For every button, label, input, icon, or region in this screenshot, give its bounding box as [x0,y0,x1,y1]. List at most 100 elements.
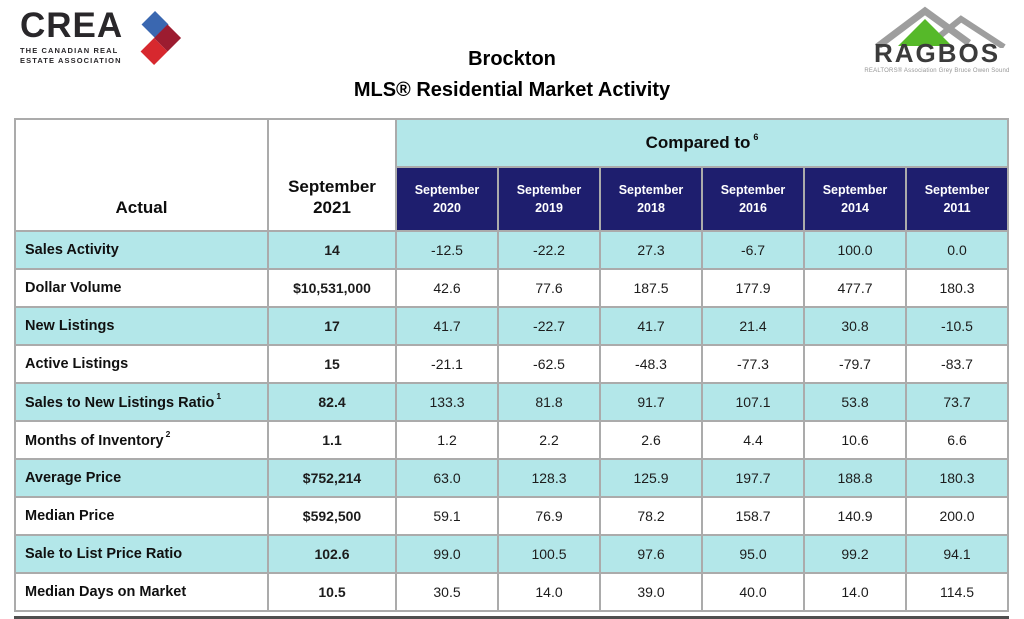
table-row: Sale to List Price Ratio 102.6 99.0 100.5 97… [14,534,1009,574]
title-subject: MLS® Residential Market Activity [353,79,671,101]
comparison-value: 2.6 [599,420,703,460]
comparison-value: 53.8 [803,382,907,422]
market-activity-table: Actual September 2021 Compared to 6 Septe… [14,118,1009,612]
comparison-value: 187.5 [599,268,703,308]
crea-diamonds-icon [140,11,182,66]
comparison-value: 107.1 [701,382,805,422]
compared-to-footnote: 6 [753,132,759,143]
comparison-value: 180.3 [905,458,1009,498]
actual-value: $592,500 [267,496,397,536]
comparison-value: 6.6 [905,420,1009,460]
comparison-value: 177.9 [701,268,805,308]
row-label: Sales to New Listings Ratio 1 [14,382,269,422]
comparison-value: 4.4 [701,420,805,460]
table-row: Average Price $752,214 63.0 128.3 125.9 197.7… [14,458,1009,498]
table-row: Median Days on Market 10.5 30.5 14.0 39.0 40.… [14,572,1009,612]
table-row: Active Listings 15 -21.1 -62.5 -48.3 -77.3 -79… [14,344,1009,384]
comparison-value: 41.7 [395,306,499,346]
comparison-value: 100.5 [497,534,601,574]
row-label: Median Price [14,496,269,536]
row-label: Months of Inventory 2 [14,420,269,460]
comparison-value: 63.0 [395,458,499,498]
comparison-value: 95.0 [701,534,805,574]
comparison-value: 128.3 [497,458,601,498]
comparison-value: 180.3 [905,268,1009,308]
comparison-value: 30.5 [395,572,499,612]
comparison-value: 91.7 [599,382,703,422]
comparison-value: 0.0 [905,230,1009,270]
actual-value: 82.4 [267,382,397,422]
comparison-column-header: September 2018 [599,166,703,232]
table-body: Sales Activity 14 -12.5 -22.2 27.3 -6.7 100.0 0… [14,230,1009,612]
year-header-row: September 2020 September 2019 September 2018 S… [15,166,1009,232]
actual-column-header: Actual [14,118,269,232]
bottom-rule [14,616,1009,619]
crea-logo: CREA THE CANADIAN REAL ESTATE ASSOCIATIO… [20,8,183,69]
comparison-value: 97.6 [599,534,703,574]
comparison-column-header: September 2020 [395,166,499,232]
comparison-value: 14.0 [803,572,907,612]
row-label: Sale to List Price Ratio [14,534,269,574]
comparison-value: 188.8 [803,458,907,498]
row-label: Dollar Volume [14,268,269,308]
comparison-value: 42.6 [395,268,499,308]
comparison-value: -22.2 [497,230,601,270]
compared-to-label: Compared to [645,133,751,152]
ragbos-wordmark: RAGBOS [873,38,1001,68]
comparison-value: 78.2 [599,496,703,536]
row-label: Average Price [14,458,269,498]
crea-subtitle: THE CANADIAN REAL ESTATE ASSOCIATION [20,46,123,66]
row-label-footnote: 1 [216,391,222,402]
ragbos-tagline: REALTORS® Association Grey Bruce Owen So… [864,68,1010,75]
actual-value: 102.6 [267,534,397,574]
table-row: Median Price $592,500 59.1 76.9 78.2 158.7 140… [14,496,1009,536]
table-row: Sales to New Listings Ratio 1 82.4 133.3 81.… [14,382,1009,422]
comparison-value: 158.7 [701,496,805,536]
comparison-value: 59.1 [395,496,499,536]
row-label: New Listings [14,306,269,346]
current-period-header: September 2021 [267,118,397,232]
header-row-top: Actual September 2021 Compared to 6 [14,118,1009,232]
row-label: Active Listings [14,344,269,384]
comparison-value: -83.7 [905,344,1009,384]
comparison-value: 76.9 [497,496,601,536]
crea-text-block: CREA THE CANADIAN REAL ESTATE ASSOCIATIO… [20,8,123,66]
comparison-value: -12.5 [395,230,499,270]
ragbos-logo: RAGBOS REALTORS® Association Grey Bruce … [862,6,1012,74]
comparison-value: 14.0 [497,572,601,612]
comparison-value: -10.5 [905,306,1009,346]
crea-subtitle-line2: ESTATE ASSOCIATION [20,56,122,66]
comparison-column-header: September 2019 [497,166,601,232]
current-period-line1: September [288,176,376,196]
table-row: New Listings 17 41.7 -22.7 41.7 21.4 30.8 -10.5 [14,306,1009,346]
comparison-value: -77.3 [701,344,805,384]
comparison-value: 114.5 [905,572,1009,612]
market-table-container: Actual September 2021 Compared to 6 Septe… [14,118,1009,619]
comparison-value: 1.2 [395,420,499,460]
comparison-value: -22.7 [497,306,601,346]
comparison-value: -48.3 [599,344,703,384]
comparison-column-header: September 2016 [701,166,805,232]
actual-value: 15 [267,344,397,384]
comparison-value: 73.7 [905,382,1009,422]
actual-value: $10,531,000 [267,268,397,308]
comparison-value: -6.7 [701,230,805,270]
comparison-value: 2.2 [497,420,601,460]
comparison-value: 99.0 [395,534,499,574]
comparison-value: 100.0 [803,230,907,270]
page-title: Brockton MLS® Residential Market Activit… [0,44,1024,106]
title-location: Brockton [468,48,556,70]
comparison-value: 99.2 [803,534,907,574]
row-label: Sales Activity [14,230,269,270]
comparison-value: 27.3 [599,230,703,270]
comparison-value: 125.9 [599,458,703,498]
comparison-value: 197.7 [701,458,805,498]
row-label-footnote: 2 [165,429,171,440]
comparison-value: 81.8 [497,382,601,422]
comparison-value: 133.3 [395,382,499,422]
table-row: Dollar Volume $10,531,000 42.6 77.6 187.5 177… [14,268,1009,308]
actual-value: 10.5 [267,572,397,612]
comparison-value: 41.7 [599,306,703,346]
comparison-value: 200.0 [905,496,1009,536]
